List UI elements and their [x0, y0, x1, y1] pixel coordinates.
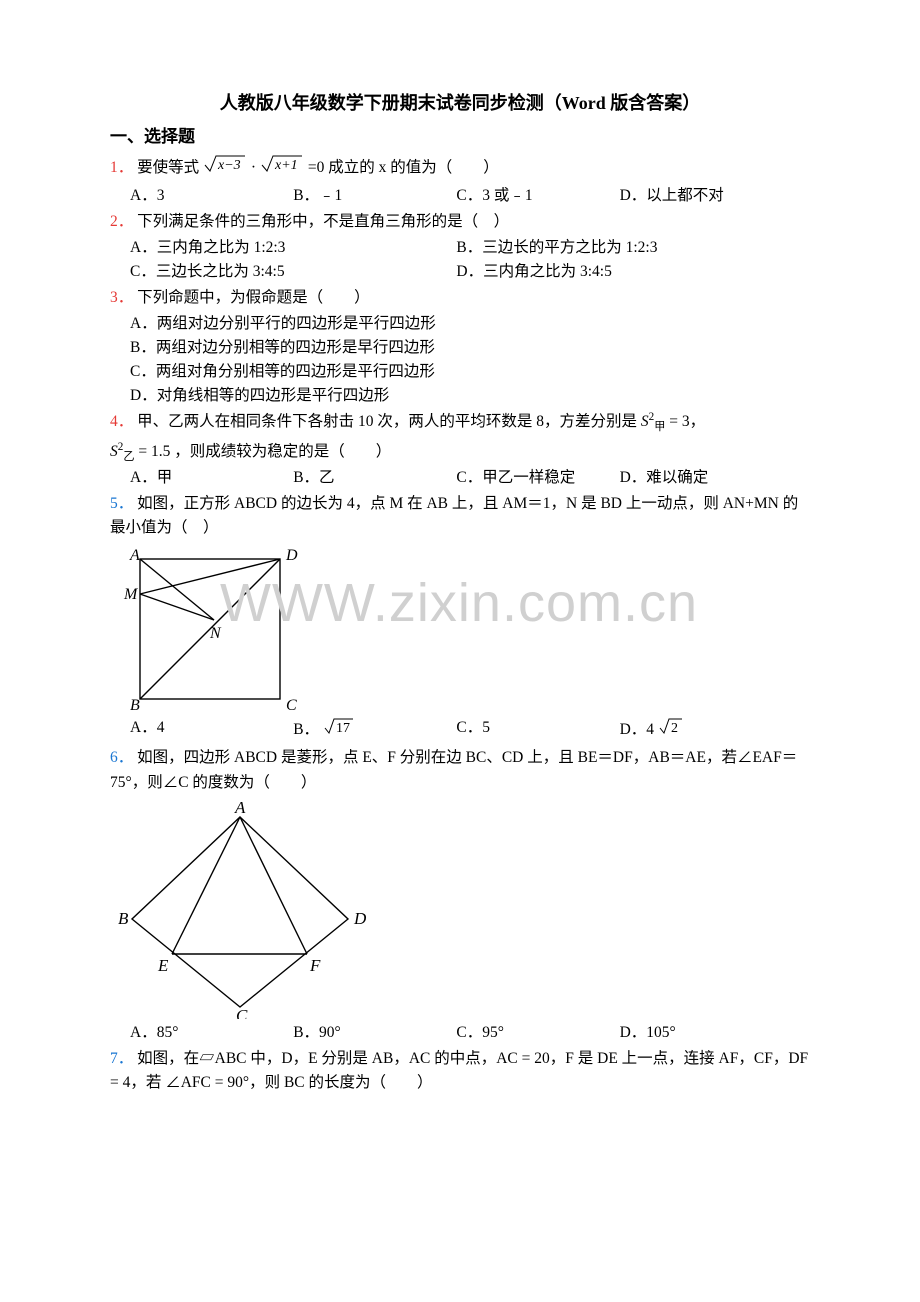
question-4: 4． 甲、乙两人在相同条件下各射击 10 次，两人的平均环数是 8，方差分别是 … [110, 410, 810, 434]
q5-optD: D．4 2 [620, 716, 783, 744]
q6-text: 如图，四边形 ABCD 是菱形，点 E、F 分别在边 BC、CD 上，且 BE＝… [110, 749, 797, 790]
question-5: 5． 如图，正方形 ABCD 的边长为 4，点 M 在 AB 上，且 AM＝1，… [110, 492, 810, 540]
radical-icon: 17 [323, 716, 355, 744]
question-3: 3． 下列命题中，为假命题是（ ） [110, 286, 810, 310]
q1-text-post: =0 成立的 x 的值为（ ） [308, 159, 499, 176]
q2-optB: B．三边长的平方之比为 1:2:3 [456, 236, 782, 260]
q7-text: 如图，在▱ABC 中，D，E 分别是 AB，AC 的中点，AC = 20，F 是… [110, 1050, 808, 1091]
question-2: 2． 下列满足条件的三角形中，不是直角三角形的是（ ） [110, 210, 810, 234]
lblA: A [129, 547, 140, 564]
q2-optD: D．三内角之比为 3:4:5 [456, 260, 782, 284]
document-page: 人教版八年级数学下册期末试卷同步检测（Word 版含答案） 一、选择题 1． 要… [0, 0, 920, 1137]
q2-optA: A．三内角之比为 1:2:3 [130, 236, 456, 260]
q5-text: 如图，正方形 ABCD 的边长为 4，点 M 在 AB 上，且 AM＝1，N 是… [110, 495, 798, 536]
lblA6: A [234, 799, 246, 817]
question-6: 6． 如图，四边形 ABCD 是菱形，点 E、F 分别在边 BC、CD 上，且 … [110, 746, 810, 794]
q5-optA: A．4 [130, 716, 293, 744]
q1-dot: · [251, 159, 256, 176]
lblB: B [130, 697, 140, 714]
q4-text-a: 甲、乙两人在相同条件下各射击 10 次，两人的平均环数是 8，方差分别是 [137, 413, 637, 430]
q1-optA: A．3 [130, 184, 293, 208]
q2-number: 2． [110, 213, 133, 230]
s-letter: S [641, 413, 649, 430]
q1-optC: C．3 或﹣1 [456, 184, 619, 208]
question-4-line2: S2乙 = 1.5 ，则成绩较为稳定的是（ ） [110, 440, 810, 464]
q6-figure: A B D E F C [110, 799, 370, 1019]
q4-optC: C．甲乙一样稳定 [456, 466, 619, 490]
page-title: 人教版八年级数学下册期末试卷同步检测（Word 版含答案） [110, 90, 810, 118]
lblF6: F [309, 956, 321, 975]
q4-text-c: ，则成绩较为稳定的是（ ） [174, 443, 391, 460]
q5-optC: C．5 [456, 716, 619, 744]
svg-text:2: 2 [671, 721, 678, 736]
q2-optC: C．三边长之比为 3:4:5 [130, 260, 456, 284]
lblM: M [123, 586, 139, 603]
radical-icon: 2 [658, 716, 684, 744]
q6-optD: D．105° [620, 1021, 783, 1045]
q3-options: A．两组对边分别平行的四边形是平行四边形 B．两组对边分别相等的四边形是早行四边… [130, 312, 810, 408]
q2-text: 下列满足条件的三角形中，不是直角三角形的是（ ） [137, 213, 509, 230]
q6-optB: B．90° [293, 1021, 456, 1045]
q6-options: A．85° B．90° C．95° D．105° [130, 1021, 810, 1045]
q5-number: 5． [110, 495, 133, 512]
lblC: C [286, 697, 297, 714]
q3-optC: C．两组对角分别相等的四边形是平行四边形 [130, 360, 810, 384]
q6-optA: A．85° [130, 1021, 293, 1045]
s-letter2: S [110, 443, 118, 460]
lblD6: D [353, 909, 367, 928]
q5-figure-wrap: WWW.zixin.com.cn A D M N B C [110, 544, 810, 714]
lblN: N [209, 625, 222, 642]
sub-jia: 甲 [654, 421, 665, 433]
q4-number: 4． [110, 413, 133, 430]
q5b-pre: B． [293, 721, 319, 738]
comma1: ， [690, 413, 706, 430]
q4-optB: B．乙 [293, 466, 456, 490]
q3-optB: B．两组对边分别相等的四边形是早行四边形 [130, 336, 810, 360]
section-heading: 一、选择题 [110, 124, 810, 150]
q6-optC: C．95° [456, 1021, 619, 1045]
q7-number: 7． [110, 1050, 133, 1067]
lblC6: C [236, 1006, 248, 1019]
rad1-text: x−3 [217, 158, 241, 173]
q1-optB: B．﹣1 [293, 184, 456, 208]
q4-optD: D．难以确定 [620, 466, 783, 490]
svg-text:17: 17 [336, 721, 350, 736]
lblB6: B [118, 909, 129, 928]
q1-options: A．3 B．﹣1 C．3 或﹣1 D．以上都不对 [130, 184, 810, 208]
q3-text: 下列命题中，为假命题是（ ） [137, 289, 370, 306]
question-7: 7． 如图，在▱ABC 中，D，E 分别是 AB，AC 的中点，AC = 20，… [110, 1047, 810, 1095]
sub-yi: 乙 [123, 452, 134, 464]
q1-text-pre: 要使等式 [137, 159, 199, 176]
q5-options: A．4 B． 17 C．5 D．4 2 [130, 716, 810, 744]
lblD: D [285, 547, 298, 564]
q5d-pre: D．4 [620, 721, 654, 738]
q5-optB: B． 17 [293, 716, 456, 744]
q4-optA: A．甲 [130, 466, 293, 490]
radical-icon: x+1 [260, 152, 304, 182]
q3-optA: A．两组对边分别平行的四边形是平行四边形 [130, 312, 810, 336]
lblE6: E [157, 956, 169, 975]
rad2-text: x+1 [274, 158, 298, 173]
q3-optD: D．对角线相等的四边形是平行四边形 [130, 384, 810, 408]
q6-number: 6． [110, 749, 133, 766]
q1-number: 1． [110, 159, 133, 176]
q4-options: A．甲 B．乙 C．甲乙一样稳定 D．难以确定 [130, 466, 810, 490]
eq-yi: = 1.5 [138, 443, 170, 460]
eq-jia: = 3 [669, 413, 689, 430]
q2-options: A．三内角之比为 1:2:3 B．三边长的平方之比为 1:2:3 C．三边长之比… [130, 236, 810, 284]
radical-icon: x−3 [203, 152, 247, 182]
q3-number: 3． [110, 289, 133, 306]
q1-optD: D．以上都不对 [620, 184, 783, 208]
q5-figure: A D M N B C [110, 544, 310, 714]
question-1: 1． 要使等式 x−3 · x+1 =0 成立的 x 的值为（ ） [110, 152, 810, 182]
